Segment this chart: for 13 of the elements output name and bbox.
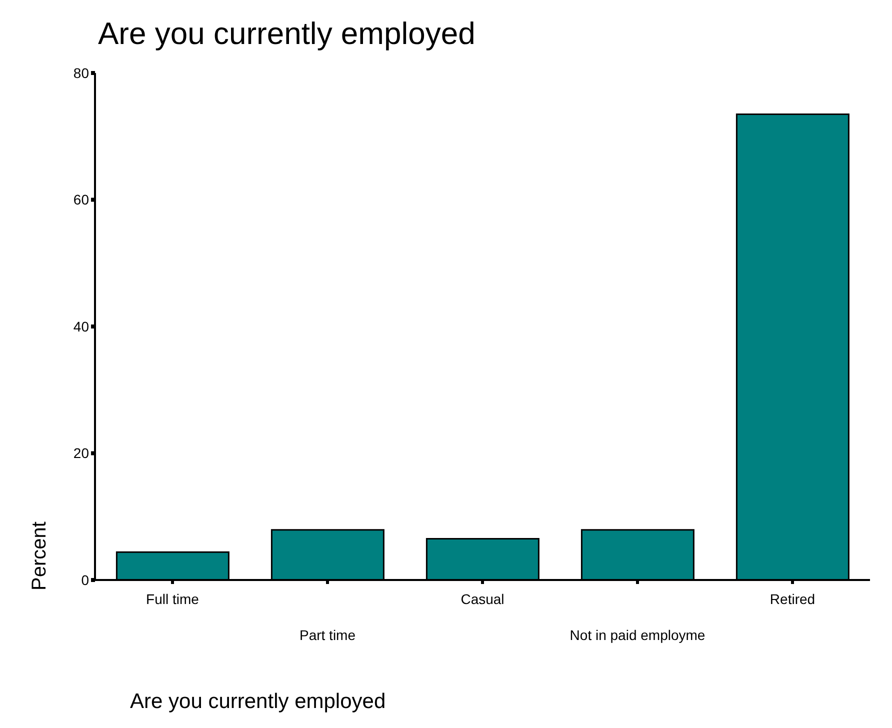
y-tick-label: 0 [81, 572, 90, 588]
x-tick-label: Casual [460, 591, 504, 607]
y-tick-label: 60 [73, 192, 90, 208]
x-tick-label: Not in paid employme [570, 627, 706, 643]
x-tick-label: Full time [146, 591, 200, 607]
y-axis-title: Percent [28, 522, 52, 590]
y-tick-label: 20 [73, 445, 90, 462]
x-tick-label: Retired [770, 591, 816, 607]
x-tick-label: Part time [299, 627, 356, 643]
chart-title: Are you currently employed [98, 16, 476, 52]
y-tick-label: 80 [73, 64, 90, 81]
x-axis-title: Are you currently employed [130, 690, 386, 714]
y-tick-label: 40 [73, 318, 90, 334]
